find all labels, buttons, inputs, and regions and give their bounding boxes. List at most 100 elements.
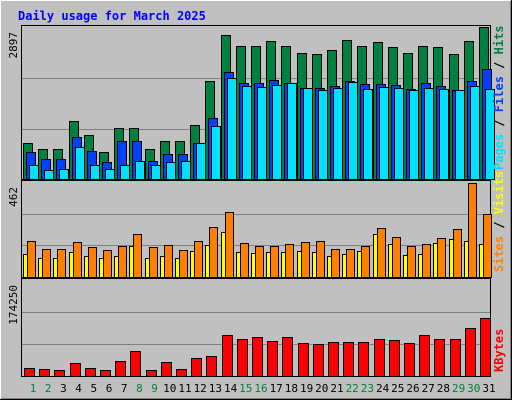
bar-pages-day-6 [105,169,115,180]
bar-pages-day-10 [166,162,176,180]
x-label-day-11: 11 [178,382,191,395]
bar-kbytes-day-10 [161,362,172,377]
x-label-day-20: 20 [315,382,328,395]
bar-sites-day-11 [179,250,188,278]
chart-bars [23,27,495,377]
bar-pages-day-17 [272,85,282,180]
bar-sites-day-17 [270,246,279,278]
bar-sites-day-23 [361,246,370,278]
top-y-max-label: 2897 [7,32,20,59]
bar-sites-day-22 [346,249,355,278]
bar-pages-day-30 [470,86,480,180]
x-label-day-15: 15 [239,382,252,395]
bar-kbytes-day-12 [191,358,202,377]
bar-pages-day-8 [135,161,145,180]
bottom-legend: KBytes [492,329,506,372]
bar-kbytes-day-7 [115,361,126,377]
bar-kbytes-day-6 [100,370,111,377]
bar-pages-day-25 [394,88,404,180]
bar-sites-day-3 [57,249,66,278]
bar-kbytes-day-14 [222,335,233,377]
bar-pages-day-31 [485,89,495,180]
bar-pages-day-2 [44,170,54,180]
bar-kbytes-day-21 [328,342,339,377]
bar-pages-day-28 [439,89,449,180]
bar-kbytes-day-17 [267,341,278,377]
x-label-day-26: 26 [406,382,419,395]
x-label-day-30: 30 [467,382,480,395]
bar-sites-day-10 [164,245,173,278]
bar-kbytes-day-29 [450,339,461,377]
top-legend: Pages / Files / Hits [492,25,506,170]
bar-pages-day-9 [151,165,161,180]
bar-kbytes-day-30 [465,328,476,377]
bar-kbytes-day-9 [146,370,157,377]
x-label-day-31: 31 [482,382,495,395]
bar-sites-day-21 [331,249,340,278]
bar-pages-day-1 [29,165,39,180]
bar-kbytes-day-25 [389,340,400,377]
bar-kbytes-day-13 [206,356,217,377]
legend-kbytes: KBytes [492,329,506,372]
legend-files: Files [492,76,506,112]
bar-pages-day-5 [90,165,100,180]
x-label-day-8: 8 [136,382,143,395]
middle-legend: Sites / Visits [492,171,506,272]
bar-pages-day-18 [287,83,297,180]
bar-pages-day-3 [59,169,69,180]
middle-y-max-label: 462 [7,187,20,207]
bar-sites-day-9 [149,247,158,278]
bar-kbytes-day-15 [237,339,248,377]
x-label-day-5: 5 [90,382,97,395]
x-label-day-1: 1 [30,382,37,395]
bar-sites-day-31 [483,214,492,278]
bar-pages-day-24 [379,87,389,180]
bar-sites-day-13 [209,227,218,278]
bar-pages-day-7 [120,165,130,180]
bottom-y-max-label: 174250 [7,285,20,325]
x-label-day-4: 4 [75,382,82,395]
bar-sites-day-24 [377,228,386,278]
bar-kbytes-day-4 [70,363,81,377]
bar-sites-day-18 [285,244,294,278]
bar-sites-day-14 [225,212,234,278]
bar-sites-day-29 [453,229,462,278]
bar-pages-day-22 [348,82,358,180]
bar-kbytes-day-28 [434,339,445,377]
bar-kbytes-day-26 [404,343,415,377]
bar-pages-day-4 [75,147,85,180]
x-label-day-14: 14 [224,382,238,395]
x-label-day-9: 9 [151,382,158,395]
bar-pages-day-23 [363,89,373,180]
bar-pages-day-14 [227,78,237,180]
x-label-day-22: 22 [346,382,359,395]
bar-sites-day-26 [407,246,416,278]
bar-pages-day-15 [242,86,252,180]
x-label-day-6: 6 [106,382,113,395]
x-label-day-19: 19 [300,382,313,395]
bar-kbytes-day-18 [282,337,293,377]
bar-pages-day-29 [455,90,465,180]
bar-kbytes-day-19 [298,343,309,377]
bar-pages-day-21 [333,88,343,180]
x-label-day-24: 24 [376,382,390,395]
bar-kbytes-day-16 [252,337,263,377]
bar-pages-day-27 [424,88,434,180]
bar-sites-day-25 [392,237,401,278]
bar-sites-day-28 [437,238,446,278]
x-label-day-25: 25 [391,382,404,395]
x-label-day-18: 18 [285,382,298,395]
bar-sites-day-2 [42,249,51,278]
bar-sites-day-1 [27,241,36,278]
chart-title: Daily usage for March 2025 [18,9,206,23]
x-label-day-2: 2 [45,382,52,395]
bar-kbytes-day-1 [24,368,35,377]
bar-kbytes-day-11 [176,369,187,377]
legend-hits: Hits [492,25,506,54]
legend-pages: Pages [492,134,506,170]
bar-sites-day-12 [194,241,203,278]
bar-sites-day-8 [133,234,142,278]
x-label-day-23: 23 [361,382,374,395]
bar-sites-day-6 [103,250,112,278]
